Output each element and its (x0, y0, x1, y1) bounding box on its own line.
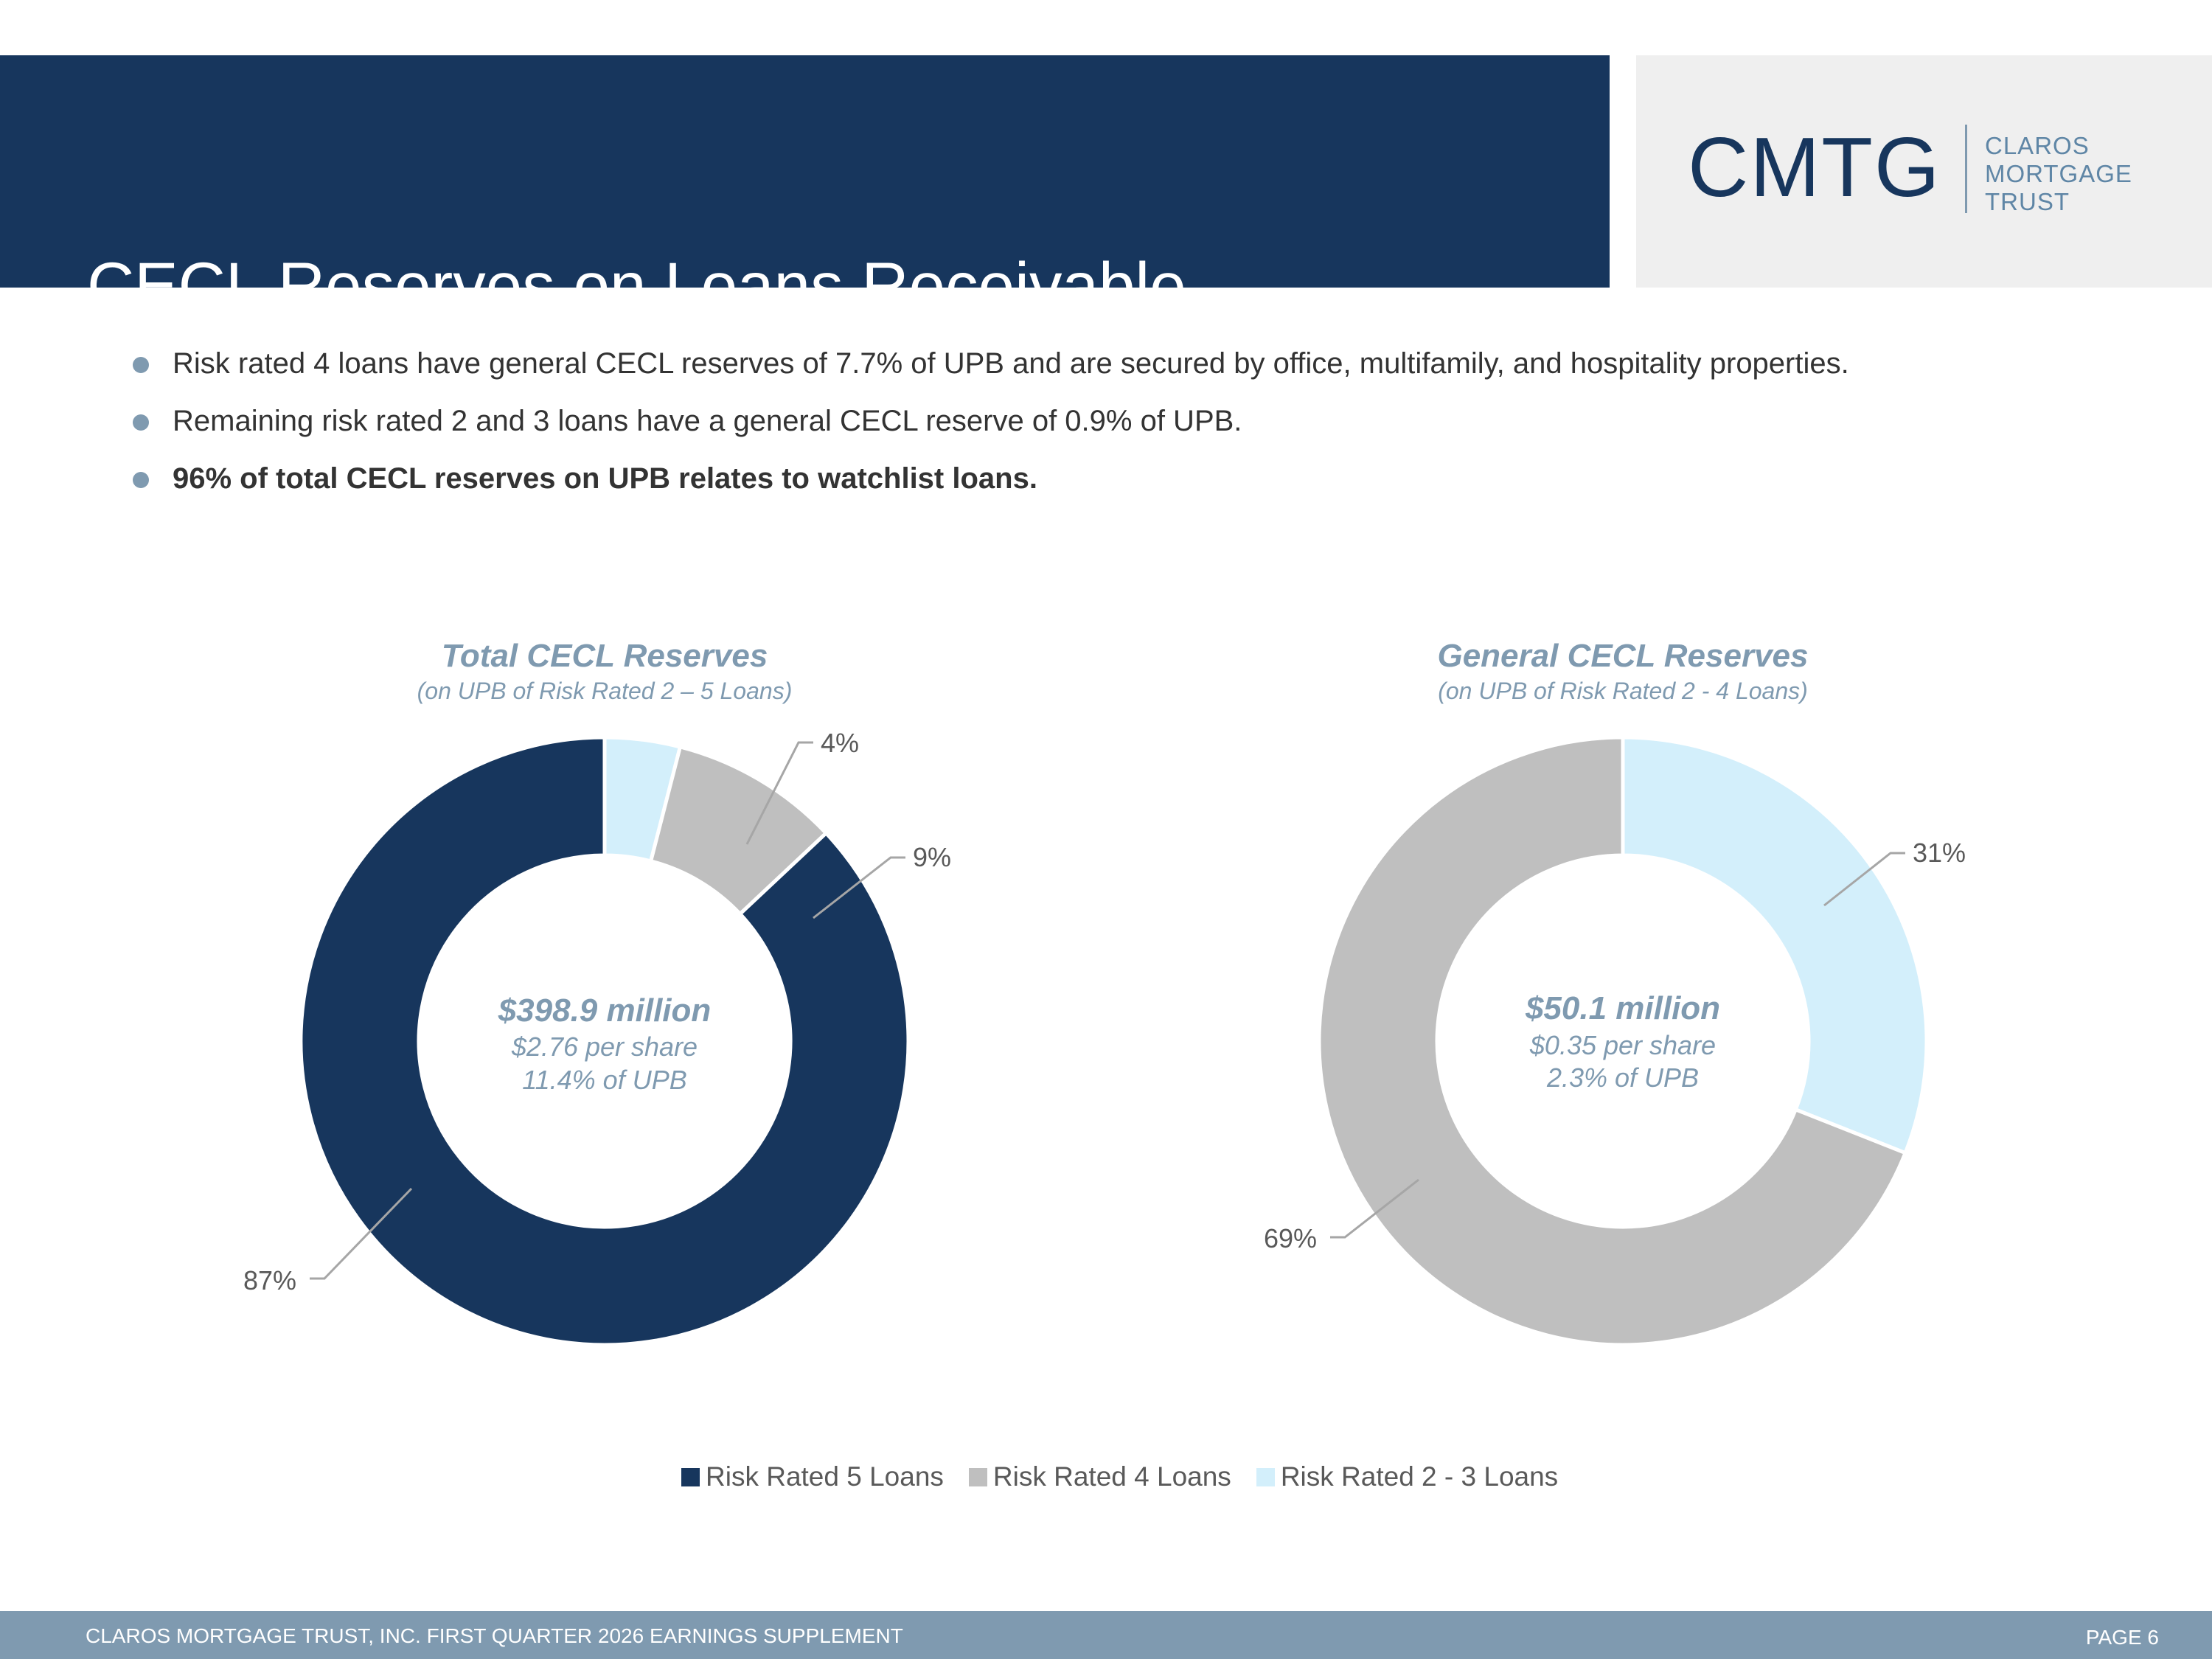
logo-line: CLAROS (1985, 132, 2090, 159)
logo-mark: CMTG (1688, 121, 1941, 215)
bullet-text: 96% of total CECL reserves on UPB relate… (173, 462, 1037, 495)
slice-label: 31% (1913, 838, 1966, 868)
donut-general (1317, 735, 1929, 1347)
leader-line (745, 741, 813, 845)
chart-title: General CECL Reserves (1437, 638, 1808, 674)
slice-label: 4% (821, 728, 859, 758)
page-title: CECL Reserves on Loans Receivable (87, 248, 1186, 322)
donut-total (299, 735, 911, 1347)
legend-label: Risk Rated 5 Loans (706, 1461, 944, 1492)
donut-slice (299, 735, 911, 1347)
donut-slice (1317, 735, 1908, 1347)
legend-label: Risk Rated 4 Loans (992, 1461, 1231, 1492)
leader-line (1823, 852, 1905, 907)
legend-item: Risk Rated 5 Loans (681, 1461, 944, 1492)
chart-subtitle: (on UPB of Risk Rated 2 – 5 Loans) (417, 678, 793, 704)
bullet-text: Remaining risk rated 2 and 3 loans have … (173, 405, 1242, 437)
leader-line (310, 1187, 413, 1280)
chart-title: Total CECL Reserves (442, 638, 768, 674)
footer: CLAROS MORTGAGE TRUST, INC. FIRST QUARTE… (0, 1611, 2212, 1659)
center-per-share: $2.76 per share (511, 1032, 698, 1062)
slice-label: 69% (1264, 1223, 1317, 1253)
logo: CMTG CLAROS MORTGAGE TRUST (1636, 55, 2212, 288)
bullet-dot-icon (133, 472, 149, 488)
logo-divider (1965, 125, 1967, 213)
donut-slice (1621, 735, 1929, 1155)
legend-swatch-light-blue (1256, 1467, 1275, 1486)
slice-label: 87% (243, 1265, 296, 1295)
legend-swatch-gray (968, 1467, 987, 1486)
center-of-upb: 2.3% of UPB (1546, 1062, 1699, 1093)
leader-line (813, 856, 905, 919)
page-number: PAGE 6 (2085, 1626, 2159, 1649)
title-band: CECL Reserves on Loans Receivable (0, 55, 1610, 319)
legend: Risk Rated 5 Loans Risk Rated 4 Loans Ri… (681, 1461, 1583, 1492)
leader-line (1330, 1178, 1419, 1239)
bullet-dot-icon (133, 414, 149, 431)
general-cecl-chart: General CECL Reserves (on UPB of Risk Ra… (1264, 638, 1966, 1347)
bullet-item: 96% of total CECL reserves on UPB relate… (133, 456, 1849, 513)
bullet-item: Risk rated 4 loans have general CECL res… (133, 341, 1849, 398)
logo-line: MORTGAGE (1985, 160, 2132, 187)
center-of-upb: 11.4% of UPB (522, 1065, 686, 1095)
center-amount: $398.9 million (498, 992, 712, 1029)
chart-subtitle: (on UPB of Risk Rated 2 - 4 Loans) (1438, 678, 1808, 704)
legend-item: Risk Rated 4 Loans (968, 1461, 1231, 1492)
bullet-list: Risk rated 4 loans have general CECL res… (133, 341, 1849, 513)
bullet-item: Remaining risk rated 2 and 3 loans have … (133, 398, 1849, 456)
legend-swatch-navy (681, 1467, 700, 1486)
center-amount: $50.1 million (1525, 990, 1720, 1026)
logo-wordmark: CLAROS MORTGAGE TRUST (1985, 132, 2132, 216)
footer-text: CLAROS MORTGAGE TRUST, INC. FIRST QUARTE… (86, 1624, 903, 1647)
total-cecl-chart: Total CECL Reserves (on UPB of Risk Rate… (243, 638, 951, 1347)
bullet-dot-icon (133, 357, 149, 373)
logo-line: TRUST (1985, 188, 2070, 215)
legend-label: Risk Rated 2 - 3 Loans (1280, 1461, 1559, 1492)
bullet-text: Risk rated 4 loans have general CECL res… (173, 347, 1849, 380)
legend-item: Risk Rated 2 - 3 Loans (1256, 1461, 1558, 1492)
slice-label: 9% (913, 842, 951, 872)
center-per-share: $0.35 per share (1529, 1030, 1716, 1060)
